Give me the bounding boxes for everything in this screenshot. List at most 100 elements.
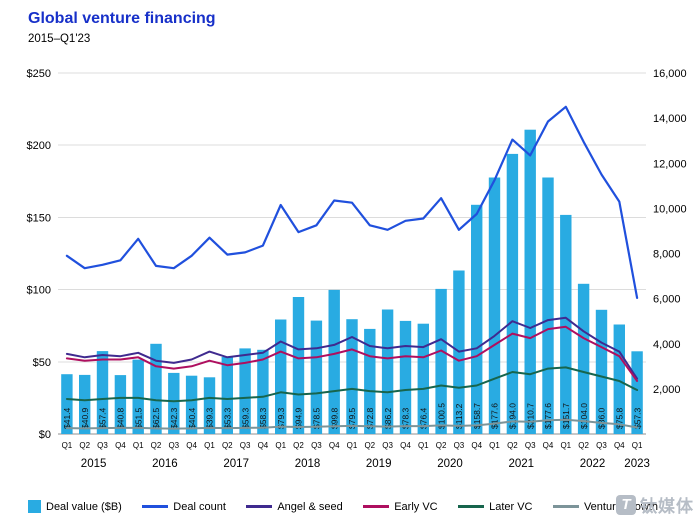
x-quarter-label: Q1 <box>62 441 73 450</box>
legend-swatch-venture-growth <box>552 505 579 508</box>
right-axis-tick-label: 14,000 <box>653 113 687 125</box>
deal-value-bar <box>542 177 554 434</box>
x-quarter-label: Q3 <box>382 441 393 450</box>
x-quarter-label: Q4 <box>614 441 625 450</box>
deal-value-bar <box>328 289 340 434</box>
page-subtitle: 2015–Q1'23 <box>28 33 91 45</box>
angel-seed-line <box>65 316 639 380</box>
deal-value-bar <box>292 297 305 434</box>
x-quarter-label: Q2 <box>222 441 233 450</box>
bar-value-label: $86.0 <box>597 407 607 429</box>
bar-value-label: $72.8 <box>365 407 375 429</box>
right-axis-tick-label: 16,000 <box>653 68 687 80</box>
bar-value-label: $177.6 <box>543 403 553 429</box>
deal-value-bar <box>310 320 323 434</box>
bar-value-label: $51.5 <box>133 407 143 429</box>
x-quarter-label: Q4 <box>329 441 340 450</box>
bar-value-label: $53.3 <box>223 407 233 429</box>
left-axis-tick-label: $250 <box>27 68 51 80</box>
early-vc-line <box>65 325 639 382</box>
bar-value-label: $158.7 <box>472 403 482 429</box>
deal-value-bar <box>471 204 483 434</box>
left-axis-tick-label: $0 <box>39 429 51 441</box>
x-quarter-label: Q3 <box>240 441 251 450</box>
deal-value-bar <box>560 214 572 434</box>
bar-value-label: $57.3 <box>632 407 642 429</box>
x-year-label: 2016 <box>152 458 178 470</box>
deal-value-bar <box>150 343 162 435</box>
deal-value-bar <box>132 359 144 434</box>
bar-value-label: $39.3 <box>205 407 215 429</box>
bar-value-label: $40.8 <box>116 407 126 429</box>
bar-value-label: $79.5 <box>347 407 357 429</box>
left-axis-tick-label: $150 <box>27 212 51 224</box>
bar-value-label: $41.4 <box>62 407 72 429</box>
bar-value-label: $58.3 <box>258 407 268 429</box>
deal-value-bar <box>346 319 358 434</box>
bar-value-label: $94.9 <box>294 407 304 429</box>
x-quarter-label: Q4 <box>186 441 197 450</box>
legend-item-later-vc: Later VC <box>458 501 533 513</box>
page-title: Global venture financing <box>28 10 216 27</box>
right-axis-tick-label: 6,000 <box>653 294 681 306</box>
bar-value-label: $100.5 <box>436 403 446 429</box>
x-year-label: 2015 <box>81 458 107 470</box>
deal-value-bar <box>114 375 127 434</box>
x-quarter-label: Q2 <box>79 441 90 450</box>
deal-value-bar <box>275 319 287 434</box>
legend-swatch-deal-value-b <box>28 500 41 513</box>
bar-value-label: $194.0 <box>508 403 518 429</box>
x-quarter-label: Q4 <box>400 441 411 450</box>
x-year-label: 2017 <box>223 458 249 470</box>
bar-value-label: $78.3 <box>401 407 411 429</box>
deal-value-bar <box>613 324 625 434</box>
x-quarter-label: Q1 <box>275 441 286 450</box>
bar-value-label: $42.3 <box>169 407 179 429</box>
deal-count-line <box>65 105 639 299</box>
legend-swatch-early-vc <box>363 505 390 508</box>
right-axis-tick-label: 10,000 <box>653 203 687 215</box>
deal-value-bar <box>488 177 501 434</box>
x-quarter-label: Q4 <box>471 441 482 450</box>
x-year-label: 2022 <box>580 458 606 470</box>
bar-value-label: $210.7 <box>525 403 535 429</box>
left-axis-tick-label: $50 <box>33 357 51 369</box>
legend-item-deal-count: Deal count <box>142 501 226 513</box>
bar-value-label: $40.9 <box>80 407 90 429</box>
x-quarter-label: Q3 <box>525 441 536 450</box>
x-quarter-label: Q2 <box>578 441 589 450</box>
bar-value-label: $99.8 <box>329 407 339 429</box>
tmtpost-logo-icon: T <box>616 494 636 515</box>
x-year-label: 2021 <box>509 458 535 470</box>
bar-value-label: $151.7 <box>561 403 571 429</box>
deal-value-bar <box>435 288 447 434</box>
x-year-label: 2020 <box>437 458 463 470</box>
legend-item-early-vc: Early VC <box>363 501 438 513</box>
x-quarter-label: Q1 <box>418 441 429 450</box>
venture-growth-line <box>65 418 639 430</box>
x-quarter-label: Q2 <box>507 441 518 450</box>
x-quarter-label: Q3 <box>97 441 108 450</box>
right-axis-tick-label: 2,000 <box>653 384 681 396</box>
x-quarter-label: Q4 <box>543 441 554 450</box>
right-axis-tick-label: 4,000 <box>653 339 681 351</box>
legend-item-deal-value-b: Deal value ($B) <box>28 500 122 513</box>
bar-value-label: $104.0 <box>579 403 589 429</box>
bar-value-label: $57.4 <box>98 407 108 429</box>
deal-value-bar <box>79 374 91 434</box>
chart-legend: Deal value ($B) Deal count Angel & seed Ear… <box>28 500 658 513</box>
deal-value-bar <box>631 351 643 434</box>
bar-value-label: $40.4 <box>187 407 197 429</box>
legend-swatch-deal-count <box>142 505 169 508</box>
legend-label: Deal count <box>173 500 226 513</box>
tmtpost-logo-text: 钛媒体 <box>640 497 694 516</box>
right-axis-tick-label: 8,000 <box>653 249 681 261</box>
deal-value-bar <box>381 309 394 434</box>
left-axis-tick-label: $200 <box>27 140 51 152</box>
bar-value-label: $78.5 <box>312 407 322 429</box>
bar-value-label: $79.3 <box>276 407 286 429</box>
deal-value-bar <box>524 129 536 434</box>
deal-value-bar <box>364 328 376 434</box>
deal-value-bar <box>595 309 608 434</box>
x-quarter-label: Q1 <box>489 441 500 450</box>
